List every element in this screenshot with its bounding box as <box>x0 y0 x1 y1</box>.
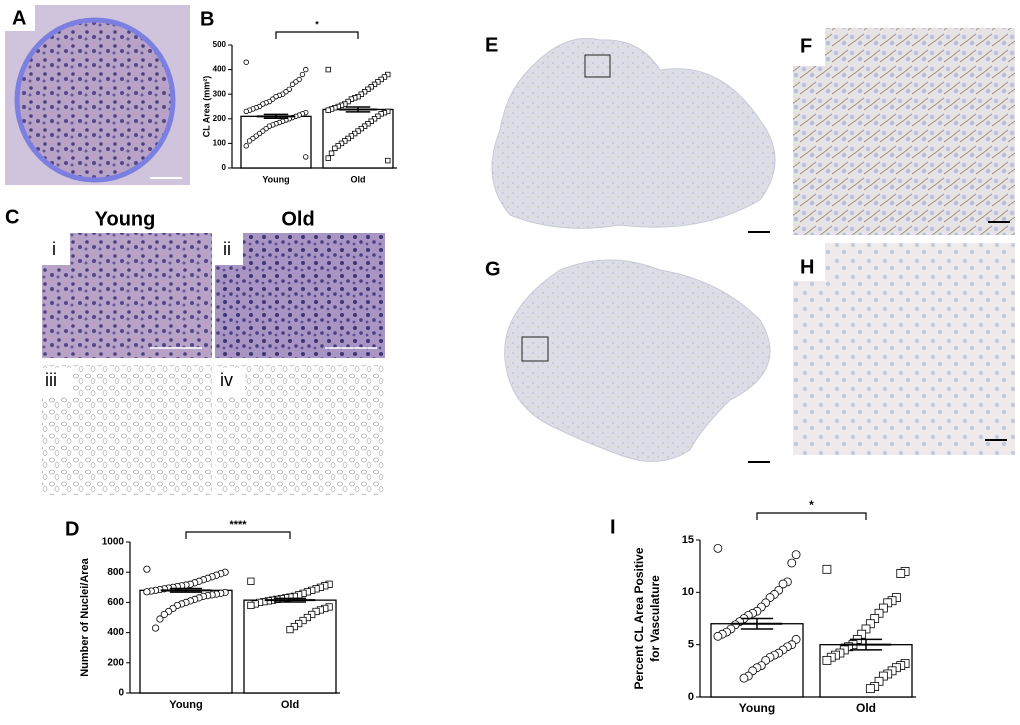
y-tick-label: 15 <box>682 534 694 546</box>
image-ii <box>215 233 385 358</box>
significance-label: * <box>809 498 814 512</box>
significance-label: * <box>315 19 319 29</box>
sublabel: i <box>52 239 56 259</box>
column-label: Young <box>95 208 156 230</box>
label-box <box>215 233 243 265</box>
outline <box>14 17 176 183</box>
panel-label: F <box>800 35 812 57</box>
y-tick-label: 0 <box>688 691 694 703</box>
point <box>299 71 306 78</box>
y-tick-label: 200 <box>107 657 124 668</box>
point <box>160 610 168 619</box>
panel-label: C <box>5 206 19 228</box>
point <box>151 624 160 632</box>
y-axis-label: CL Area (mm²) <box>201 76 211 138</box>
point <box>778 579 788 589</box>
point <box>328 150 335 156</box>
x-tick-label: Old <box>856 701 876 715</box>
bar <box>322 108 394 169</box>
significance-bracket <box>275 31 359 39</box>
panel-label: G <box>485 258 501 280</box>
y-tick-label: 0 <box>222 163 227 172</box>
point <box>385 157 391 164</box>
image-e <box>491 37 776 229</box>
point <box>247 601 255 610</box>
point <box>143 565 151 573</box>
point <box>303 154 309 160</box>
panel-label: D <box>65 518 79 540</box>
sublabel: iii <box>45 370 57 390</box>
y-axis-label: Percent CL Area Positive <box>632 547 646 689</box>
bar <box>139 589 233 694</box>
panel-label: H <box>800 256 814 278</box>
x-tick-label: Young <box>169 699 202 711</box>
significance-bracket <box>185 531 291 539</box>
label-box <box>793 28 825 66</box>
image-i <box>42 233 212 358</box>
inset-box <box>521 336 549 362</box>
panel-label: B <box>200 8 214 30</box>
y-tick-label: 400 <box>213 65 227 74</box>
point <box>713 543 723 553</box>
y-tick-label: 800 <box>107 567 124 578</box>
label-box <box>42 368 72 396</box>
point <box>787 558 797 568</box>
label-box <box>215 368 245 396</box>
point <box>822 564 832 574</box>
point <box>243 143 249 149</box>
image-h <box>793 243 1015 455</box>
point <box>325 66 331 73</box>
inset-box <box>584 54 611 78</box>
point <box>246 138 253 144</box>
point <box>791 550 801 560</box>
point <box>739 673 749 683</box>
significance-label: **** <box>229 519 247 531</box>
panel-label: I <box>610 516 616 538</box>
x-tick-label: Old <box>351 174 366 184</box>
panel-label: A <box>12 7 26 29</box>
image-g <box>504 259 771 462</box>
point <box>713 631 723 641</box>
significance-bracket <box>756 512 867 520</box>
point <box>325 155 331 161</box>
y-tick-label: 200 <box>213 114 227 123</box>
sublabel: iv <box>220 370 233 390</box>
point <box>332 145 338 152</box>
point <box>289 81 296 88</box>
label-box <box>5 5 35 31</box>
point <box>286 625 294 634</box>
y-tick-label: 300 <box>213 89 227 98</box>
y-axis-label: for Vasculature <box>648 575 662 662</box>
x-tick-label: Young <box>262 174 289 184</box>
label-box <box>42 233 70 265</box>
bar <box>243 599 337 694</box>
sublabel: ii <box>223 239 231 259</box>
x-tick-label: Young <box>739 701 775 715</box>
y-tick-label: 100 <box>213 139 227 148</box>
point <box>896 569 906 578</box>
y-tick-label: 5 <box>688 639 694 651</box>
point <box>325 107 331 113</box>
y-tick-label: 10 <box>682 586 694 598</box>
y-axis-label: Number of Nuclei/Area <box>79 557 91 676</box>
y-tick-label: 1000 <box>102 537 125 548</box>
image-f <box>793 28 1015 235</box>
y-tick-label: 500 <box>213 40 227 49</box>
y-tick-label: 600 <box>107 597 124 608</box>
point <box>143 588 151 596</box>
label-box <box>793 243 825 281</box>
x-tick-label: Old <box>281 699 299 711</box>
y-tick-label: 0 <box>118 688 124 699</box>
point <box>156 615 164 623</box>
point <box>243 108 249 115</box>
point <box>243 59 249 65</box>
column-label: Old <box>281 208 314 230</box>
point <box>247 577 255 585</box>
panel-label: E <box>485 34 498 56</box>
point <box>822 655 832 665</box>
y-tick-label: 400 <box>107 627 124 638</box>
point <box>865 684 875 694</box>
point <box>303 66 309 73</box>
